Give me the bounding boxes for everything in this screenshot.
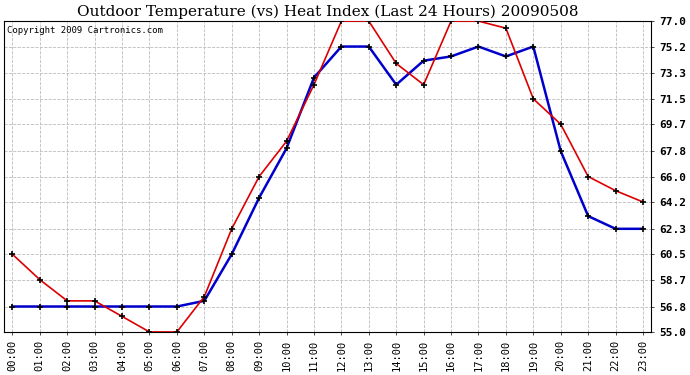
Text: Copyright 2009 Cartronics.com: Copyright 2009 Cartronics.com <box>8 26 164 35</box>
Title: Outdoor Temperature (vs) Heat Index (Last 24 Hours) 20090508: Outdoor Temperature (vs) Heat Index (Las… <box>77 4 578 18</box>
